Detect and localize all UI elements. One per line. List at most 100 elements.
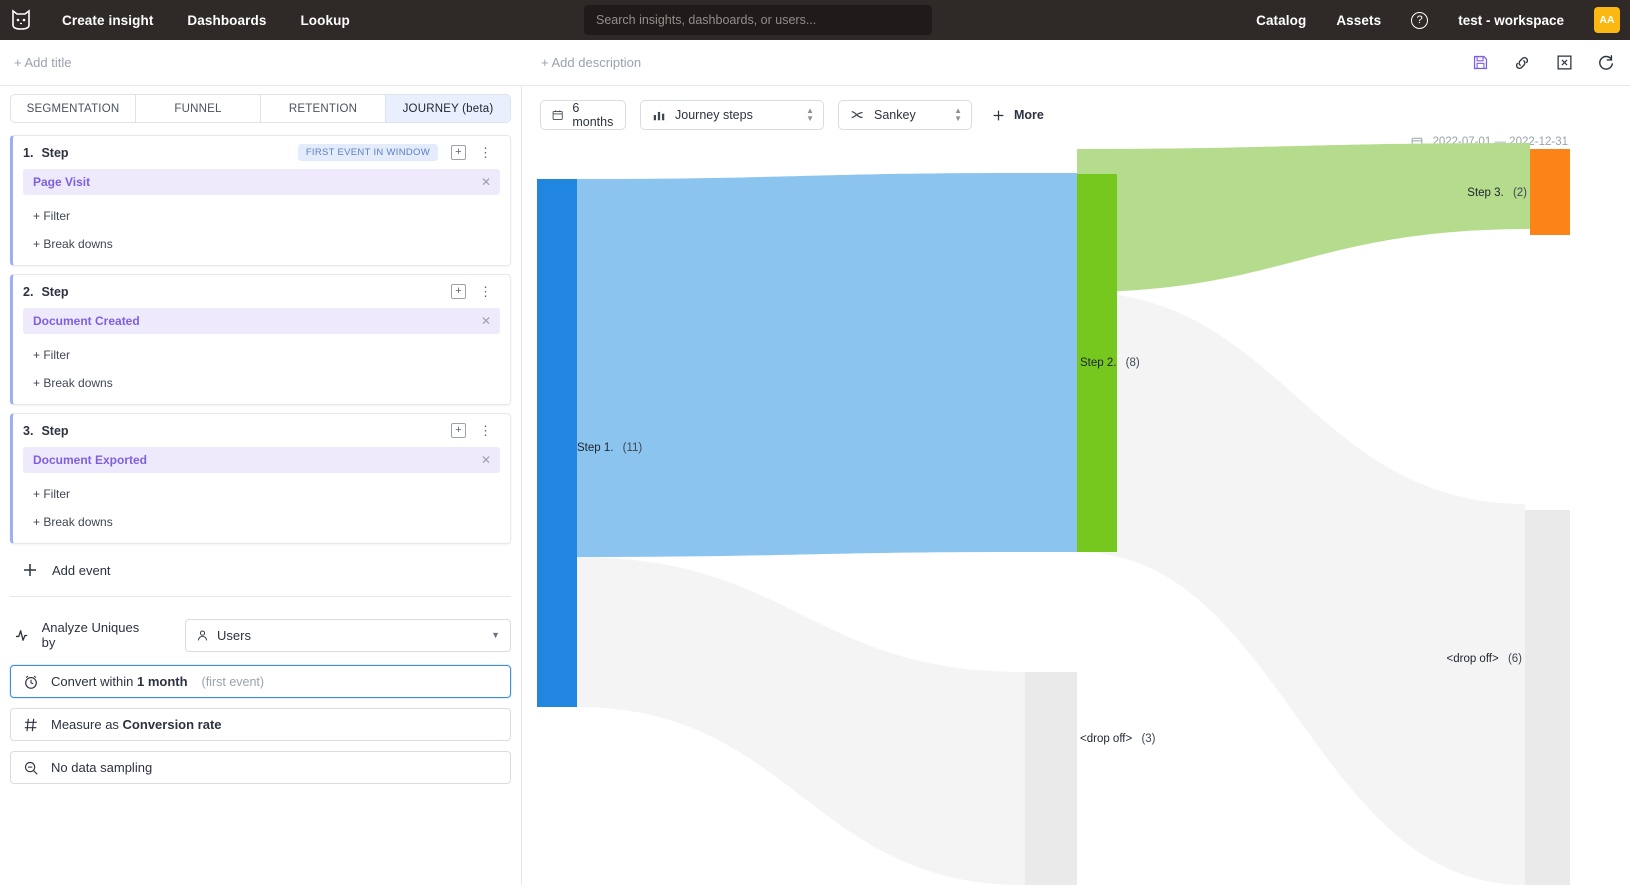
add-step-icon[interactable]: + bbox=[451, 423, 466, 438]
nav-create-insight[interactable]: Create insight bbox=[62, 12, 154, 28]
sankey-node-step2[interactable] bbox=[1077, 174, 1117, 552]
bar-chart-icon bbox=[653, 111, 665, 121]
kebab-menu-icon[interactable]: ⋮ bbox=[479, 144, 492, 160]
add-filter-link[interactable]: + Filter bbox=[33, 209, 71, 223]
add-title-button[interactable]: + Add title bbox=[14, 55, 72, 70]
query-builder-panel: SEGMENTATION FUNNEL RETENTION JOURNEY (b… bbox=[0, 86, 522, 885]
stepper-icon[interactable]: ▲ ▼ bbox=[954, 106, 962, 123]
cat-logo-icon[interactable] bbox=[8, 7, 34, 33]
sankey-node-dropoff-1[interactable] bbox=[1025, 672, 1077, 885]
measure-as-row[interactable]: Measure as Conversion rate bbox=[10, 708, 511, 741]
date-period-value: 6 months bbox=[572, 101, 614, 129]
avatar[interactable]: AA bbox=[1594, 7, 1620, 33]
save-icon[interactable] bbox=[1470, 53, 1490, 73]
sankey-chart-area: 2022-07-01 — 2022-12-31 bbox=[522, 132, 1630, 885]
sankey-node-dropoff-2[interactable] bbox=[1525, 510, 1570, 885]
more-options-button[interactable]: More bbox=[992, 108, 1044, 122]
sankey-label-dropoff-1: <drop off> (3) bbox=[1080, 733, 1156, 745]
add-filter-link[interactable]: + Filter bbox=[33, 348, 71, 362]
analyze-by-select[interactable]: Users ▼ bbox=[185, 618, 512, 652]
sankey-link-step2-step3[interactable] bbox=[1077, 143, 1530, 292]
add-description-button[interactable]: + Add description bbox=[541, 55, 642, 70]
sankey-link-step1-step2[interactable] bbox=[577, 173, 1077, 557]
kebab-menu-icon[interactable]: ⋮ bbox=[479, 422, 492, 438]
convert-within-row[interactable]: Convert within 1 month (first event) bbox=[10, 665, 511, 698]
analyze-label: Analyze Uniques by bbox=[41, 620, 140, 650]
stepper-icon[interactable]: ▲ ▼ bbox=[806, 106, 814, 123]
global-search[interactable] bbox=[584, 5, 932, 35]
visualization-panel: 6 months Journey steps ▲ ▼ Sankey ▲ ▼ bbox=[522, 86, 1630, 885]
add-event-button[interactable]: Add event bbox=[22, 562, 521, 578]
link-icon[interactable] bbox=[1512, 53, 1532, 73]
kebab-menu-icon[interactable]: ⋮ bbox=[479, 283, 492, 299]
add-breakdown-link[interactable]: + Break downs bbox=[33, 376, 113, 390]
step-card: 1. Step FIRST EVENT IN WINDOW + ⋮ Page V… bbox=[10, 135, 511, 266]
sankey-icon bbox=[851, 111, 863, 119]
zoom-out-icon bbox=[24, 761, 38, 775]
sankey-link-step2-dropoff[interactable] bbox=[1077, 292, 1525, 885]
step-label: Step bbox=[41, 145, 69, 160]
nav-assets[interactable]: Assets bbox=[1336, 12, 1382, 28]
step-card: 2. Step + ⋮ Document Created ✕ + Filter … bbox=[10, 274, 511, 405]
remove-event-icon[interactable]: ✕ bbox=[480, 314, 491, 328]
add-breakdown-link[interactable]: + Break downs bbox=[33, 237, 113, 251]
event-chip[interactable]: Document Exported ✕ bbox=[23, 447, 500, 473]
remove-event-icon[interactable]: ✕ bbox=[480, 175, 491, 189]
convert-within-note: (first event) bbox=[201, 674, 265, 689]
add-step-icon[interactable]: + bbox=[451, 145, 466, 160]
viz-type-select[interactable]: Sankey ▲ ▼ bbox=[838, 100, 972, 130]
sankey-label-dropoff-2: <drop off> (6) bbox=[1447, 653, 1523, 665]
sankey-label-step1: Step 1. (11) bbox=[577, 442, 642, 454]
help-icon[interactable]: ? bbox=[1411, 11, 1429, 29]
sankey-node-step3[interactable] bbox=[1530, 149, 1570, 235]
close-box-icon[interactable] bbox=[1554, 53, 1574, 73]
viz-type-value: Sankey bbox=[874, 108, 916, 122]
insight-title-bar: + Add title + Add description bbox=[0, 40, 1630, 86]
sankey-link-step1-dropoff[interactable] bbox=[577, 557, 1025, 885]
sankey-label-step3: Step 3. (2) bbox=[1467, 187, 1527, 199]
user-icon bbox=[197, 629, 208, 640]
pulse-icon bbox=[10, 627, 38, 644]
step-card: 3. Step + ⋮ Document Exported ✕ + Filter… bbox=[10, 413, 511, 544]
tab-retention[interactable]: RETENTION bbox=[261, 95, 386, 122]
analysis-type-tabs: SEGMENTATION FUNNEL RETENTION JOURNEY (b… bbox=[10, 94, 511, 123]
plus-icon bbox=[24, 564, 36, 576]
event-chip[interactable]: Document Created ✕ bbox=[23, 308, 500, 334]
event-name: Document Exported bbox=[33, 453, 148, 467]
event-name: Document Created bbox=[33, 314, 140, 328]
metric-select[interactable]: Journey steps ▲ ▼ bbox=[640, 100, 824, 130]
tab-funnel[interactable]: FUNNEL bbox=[136, 95, 261, 122]
tab-segmentation[interactable]: SEGMENTATION bbox=[11, 95, 136, 122]
sankey-diagram: Step 1. (11) Step 2. (8) Step 3. (2) <dr… bbox=[537, 143, 1570, 885]
tab-journey[interactable]: JOURNEY (beta) bbox=[386, 95, 510, 122]
nav-lookup[interactable]: Lookup bbox=[300, 12, 350, 28]
more-label: More bbox=[1014, 108, 1044, 122]
nav-dashboards[interactable]: Dashboards bbox=[187, 12, 267, 28]
event-name: Page Visit bbox=[33, 175, 91, 189]
sankey-node-step1[interactable] bbox=[537, 179, 577, 707]
metric-value: Journey steps bbox=[675, 108, 753, 122]
step-number: 3. bbox=[23, 423, 34, 438]
plus-icon bbox=[993, 110, 1004, 120]
status-badge: FIRST EVENT IN WINDOW bbox=[297, 144, 438, 161]
nav-catalog[interactable]: Catalog bbox=[1256, 12, 1307, 28]
step-header: 3. Step + ⋮ bbox=[13, 414, 510, 447]
chevron-down-icon: ▼ bbox=[491, 630, 501, 640]
add-filter-link[interactable]: + Filter bbox=[33, 487, 71, 501]
search-input[interactable] bbox=[596, 13, 920, 27]
workspace-label[interactable]: test - workspace bbox=[1458, 12, 1564, 28]
step-number: 1. bbox=[23, 145, 34, 160]
refresh-icon[interactable] bbox=[1596, 53, 1616, 73]
panel-divider bbox=[10, 596, 511, 597]
data-sampling-row[interactable]: No data sampling bbox=[10, 751, 511, 784]
primary-nav-links: Create insight Dashboards Lookup bbox=[62, 13, 350, 28]
alarm-clock-icon bbox=[25, 675, 37, 689]
add-breakdown-link[interactable]: + Break downs bbox=[33, 515, 113, 529]
analyze-uniques-row: Analyze Uniques by Users ▼ bbox=[10, 615, 512, 655]
date-period-select[interactable]: 6 months bbox=[540, 100, 626, 130]
add-step-icon[interactable]: + bbox=[451, 284, 466, 299]
remove-event-icon[interactable]: ✕ bbox=[480, 453, 491, 467]
sankey-label-step2: Step 2. (8) bbox=[1080, 357, 1140, 369]
convert-within-label: Convert within 1 month bbox=[51, 674, 188, 689]
event-chip[interactable]: Page Visit ✕ bbox=[23, 169, 500, 195]
